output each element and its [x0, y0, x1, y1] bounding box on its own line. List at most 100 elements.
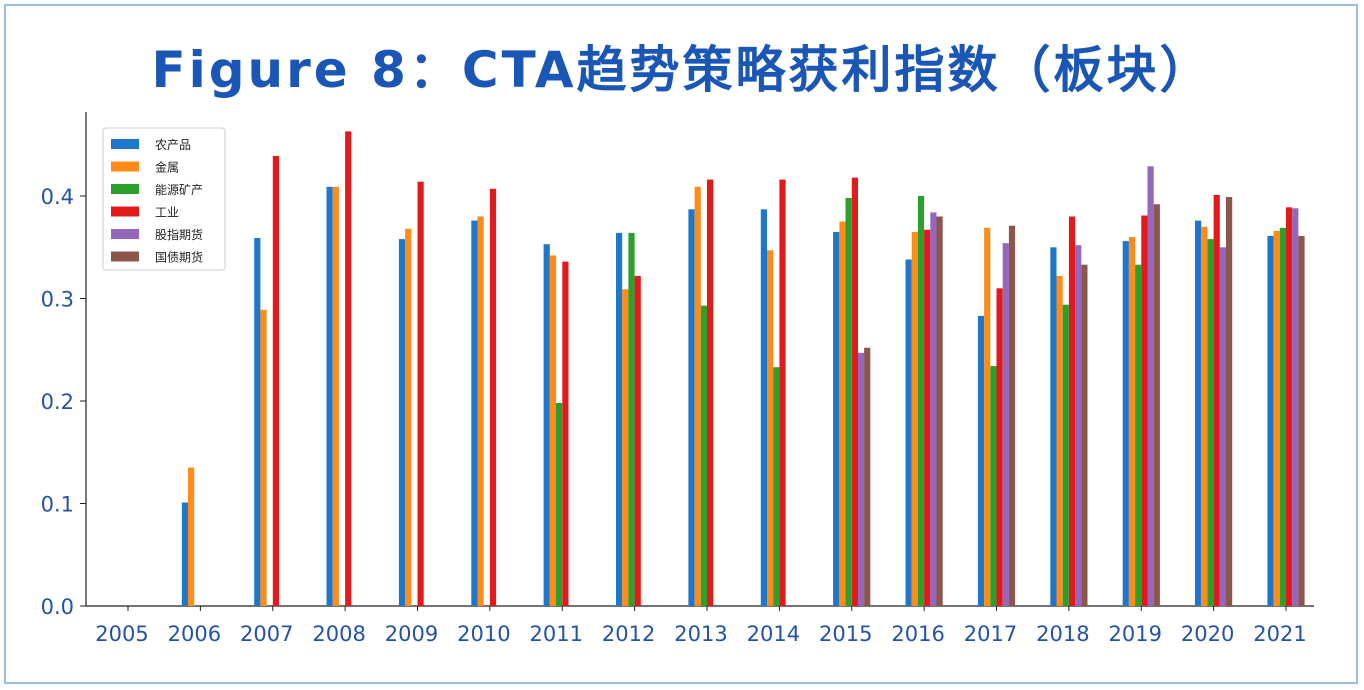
y-tick-label: 0.4 [41, 185, 74, 209]
bar-2017-5 [1008, 225, 1016, 606]
legend-swatch [111, 229, 139, 239]
y-tick-label: 0.3 [41, 288, 74, 312]
legend-swatch [111, 206, 139, 217]
bar-2007-1 [260, 309, 267, 606]
bar-2008-0 [326, 186, 333, 607]
bar-2018-2 [1062, 304, 1069, 606]
bar-2007-3 [272, 156, 279, 606]
bar-2007-0 [254, 238, 261, 606]
bar-2017-0 [977, 315, 985, 606]
bar-2019-2 [1135, 264, 1142, 606]
x-tick-label: 2010 [457, 622, 510, 646]
bar-2013-1 [694, 186, 701, 607]
bar-2016-3 [924, 229, 931, 607]
bar-2016-1 [911, 231, 918, 606]
legend-label: 能源矿产 [155, 183, 203, 197]
bar-2012-2 [628, 232, 635, 606]
bar-2006-0 [181, 502, 188, 606]
bar-2015-0 [833, 231, 840, 606]
bar-2010-1 [477, 216, 484, 606]
bar-2017-4 [1002, 243, 1009, 606]
bar-2008-3 [345, 131, 352, 606]
bar-2021-2 [1279, 227, 1286, 607]
x-tick-labels: 2005 2006 2007 2008 2009 2010 2011 2012 2013 2014… [95, 606, 1307, 646]
bar-2021-0 [1267, 236, 1274, 606]
bar-2019-5 [1153, 204, 1160, 606]
x-tick-label: 2013 [674, 622, 727, 646]
bar-2014-2 [773, 367, 780, 606]
legend-swatch [111, 184, 139, 194]
bar-2021-1 [1273, 230, 1280, 606]
legend-swatch [111, 161, 139, 172]
bar-2018-4 [1075, 245, 1082, 606]
bar-2021-5 [1298, 236, 1305, 606]
bar-2013-0 [688, 209, 695, 607]
bar-2012-3 [634, 275, 641, 606]
bar-2018-0 [1050, 247, 1057, 607]
legend-label: 股指期货 [155, 227, 203, 242]
legend-label: 国债期货 [155, 250, 203, 265]
y-tick-label: 0.0 [41, 595, 74, 619]
x-tick-label: 2014 [747, 622, 800, 646]
x-tick-label: 2005 [95, 622, 148, 646]
bar-2009-1 [405, 228, 412, 607]
bar-2009-0 [398, 239, 406, 606]
bar-2011-1 [549, 255, 557, 606]
bar-2017-1 [984, 227, 991, 607]
x-tick-label: 2007 [240, 622, 293, 646]
bar-2019-1 [1128, 237, 1136, 606]
bar-2016-0 [905, 259, 912, 606]
bar-2019-4 [1147, 166, 1154, 607]
bar-2011-2 [556, 403, 563, 606]
legend-label: 工业 [155, 206, 179, 220]
bar-2010-3 [489, 188, 497, 607]
legend-label: 农产品 [155, 138, 191, 152]
bar-2010-0 [471, 220, 478, 606]
bar-2020-0 [1195, 220, 1202, 606]
chart-title: Figure 8：CTA趋势策略获利指数（板块） [151, 41, 1213, 99]
bar-2018-1 [1056, 275, 1063, 606]
x-tick-label: 2020 [1181, 622, 1234, 646]
bar-2019-3 [1141, 215, 1148, 606]
bar-2011-0 [543, 244, 550, 606]
x-tick-label: 2009 [385, 622, 438, 646]
bar-2015-4 [857, 352, 865, 606]
x-tick-label: 2012 [602, 622, 655, 646]
bar-2016-4 [930, 212, 937, 606]
x-tick-label: 2018 [1036, 622, 1089, 646]
y-tick-label: 0.2 [41, 390, 74, 414]
bar-2012-1 [622, 289, 629, 606]
x-tick-label: 2006 [168, 622, 221, 646]
legend-label: 金属 [155, 160, 179, 175]
bar-2017-3 [996, 288, 1003, 607]
bars-group [181, 131, 1305, 607]
x-tick-label: 2019 [1109, 622, 1162, 646]
bar-2013-3 [707, 179, 714, 606]
bar-2009-3 [417, 181, 424, 606]
bar-2006-1 [188, 467, 195, 606]
bar-2018-3 [1068, 216, 1076, 606]
bar-2016-2 [917, 196, 925, 606]
bar-2012-0 [616, 232, 623, 606]
bar-2016-5 [936, 216, 943, 606]
bar-2020-5 [1226, 197, 1233, 606]
bar-2020-4 [1219, 247, 1226, 607]
bar-2014-0 [760, 209, 767, 607]
bar-2021-3 [1286, 207, 1293, 607]
x-tick-label: 2021 [1253, 622, 1306, 646]
bar-2020-2 [1207, 239, 1214, 606]
bar-2015-3 [851, 177, 858, 606]
bar-2019-0 [1122, 241, 1129, 606]
bar-2011-3 [562, 261, 569, 606]
bar-2008-1 [332, 186, 339, 607]
bar-2021-4 [1292, 208, 1299, 607]
bar-2014-1 [767, 250, 774, 607]
bar-2015-1 [839, 221, 846, 606]
x-tick-label: 2017 [964, 622, 1017, 646]
bar-2018-5 [1081, 264, 1088, 606]
x-tick-label: 2015 [819, 622, 872, 646]
x-tick-label: 2008 [312, 622, 365, 646]
x-tick-label: 2011 [530, 622, 583, 646]
